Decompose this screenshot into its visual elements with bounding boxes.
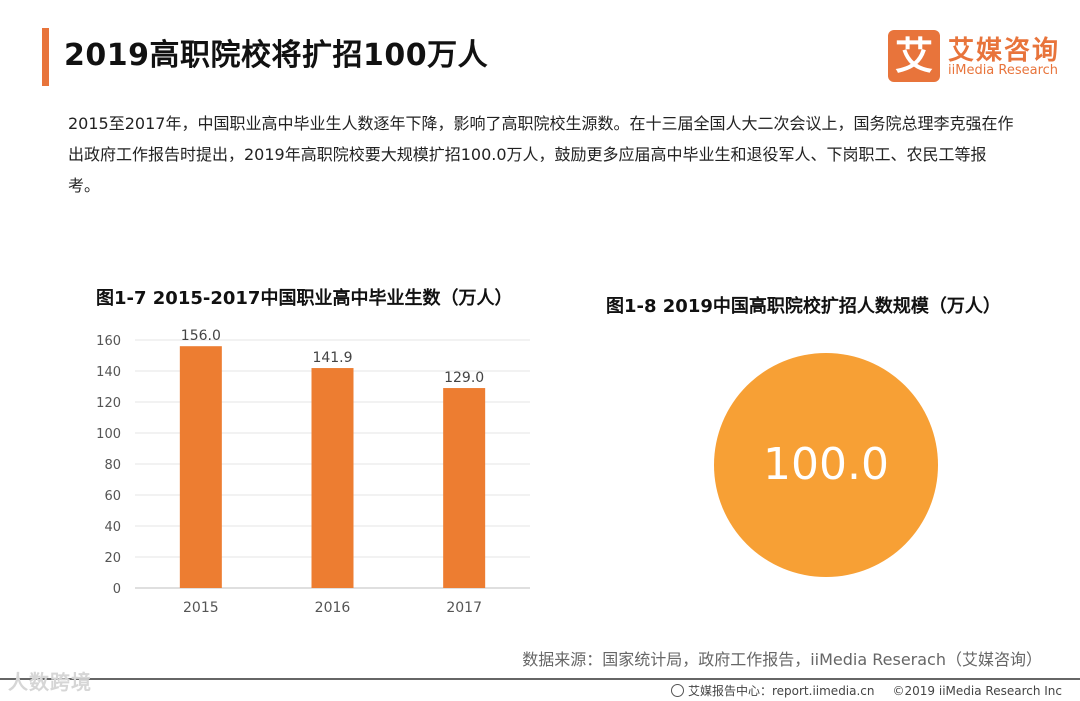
bar-value-label: 156.0 <box>181 328 221 344</box>
bar-chart: 0 20 40 60 80 100 120 140 160 156.0 2015 141.9 2016 1… <box>96 328 530 616</box>
y-tick-label: 40 <box>104 520 121 535</box>
y-tick-label: 0 <box>113 582 121 597</box>
footer-copyright: ©2019 iiMedia Research Inc <box>892 684 1062 698</box>
title-accent-bar <box>42 28 49 86</box>
intro-paragraph: 2015至2017年，中国职业高中毕业生人数逐年下降，影响了高职院校生源数。在十… <box>68 114 1014 195</box>
bar-value-label: 141.9 <box>312 350 352 366</box>
bar <box>311 368 354 588</box>
y-tick-label: 160 <box>96 334 121 349</box>
logo-icon: 艾 <box>888 30 940 82</box>
watermark: 人数跨境 <box>8 670 92 694</box>
data-source-note: 数据来源：国家统计局，政府工作报告，iiMedia Reserach（艾媒咨询） <box>522 650 1042 669</box>
globe-icon <box>670 684 684 697</box>
footer: 艾媒报告中心：report.iimedia.cn ©2019 iiMedia Re… <box>670 682 1062 699</box>
x-tick-label: 2016 <box>315 600 351 616</box>
y-tick-label: 60 <box>104 489 121 504</box>
logo-name-en: iiMedia Research <box>948 63 1059 78</box>
page-title: 2019高职院校将扩招100万人 <box>64 38 489 73</box>
brand-logo: 艾 艾媒咨询 iiMedia Research <box>888 30 1068 84</box>
bar-value-label: 129.0 <box>444 370 484 386</box>
x-tick-label: 2015 <box>183 600 219 616</box>
y-tick-label: 140 <box>96 365 121 380</box>
bar <box>179 346 222 588</box>
bubble-chart-title: 图1-8 2019中国高职院校扩招人数规模（万人） <box>606 296 1001 317</box>
y-tick-label: 80 <box>104 458 121 473</box>
bar <box>443 388 486 588</box>
y-tick-label: 120 <box>96 396 121 411</box>
bubble-value-label: 100.0 <box>763 439 889 490</box>
footer-report-center: 艾媒报告中心：report.iimedia.cn <box>687 684 875 698</box>
footer-divider <box>0 678 1080 680</box>
x-tick-label: 2017 <box>446 600 482 616</box>
bar-chart-title: 图1-7 2015-2017中国职业高中毕业生数（万人） <box>96 288 513 309</box>
y-tick-label: 20 <box>104 551 121 566</box>
bubble-circle: 100.0 <box>714 353 938 577</box>
logo-name-cn: 艾媒咨询 <box>948 36 1061 66</box>
y-tick-label: 100 <box>96 427 121 442</box>
